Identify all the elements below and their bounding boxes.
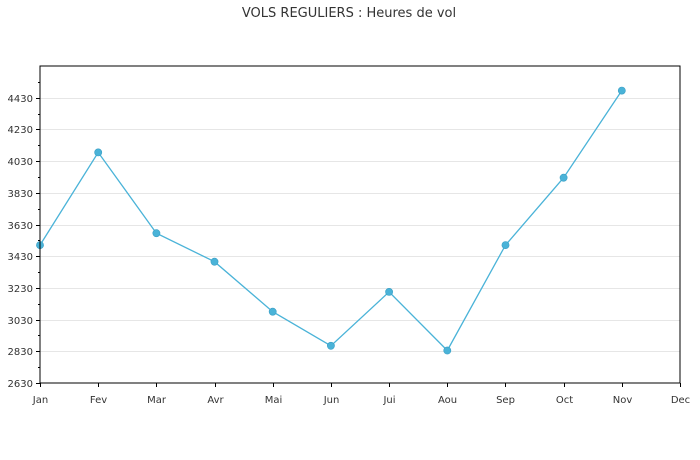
data-point[interactable]	[617, 86, 626, 95]
x-tick-label: Fev	[90, 395, 107, 406]
x-tick-label: Jui	[382, 395, 395, 406]
x-tick-label: Nov	[613, 395, 633, 406]
data-point[interactable]	[152, 229, 161, 238]
gridlines	[40, 98, 680, 352]
x-tick-label: Aou	[438, 395, 457, 406]
data-point[interactable]	[443, 346, 452, 355]
y-tick-label: 2630	[8, 379, 33, 390]
y-tick-label: 4030	[8, 157, 33, 168]
y-axis: 2630 2830 3030 3230 3430 3630 3830 4030 4230 4430	[8, 82, 40, 390]
y-tick-label: 3230	[8, 284, 33, 295]
data-point[interactable]	[501, 241, 510, 249]
x-tick-label: Mar	[147, 395, 167, 406]
series	[36, 86, 626, 355]
x-tick-label: Jun	[323, 395, 340, 406]
y-tick-label: 3430	[8, 252, 33, 263]
data-point[interactable]	[326, 341, 335, 350]
plot-area-frame	[39, 65, 681, 384]
x-axis: Jan Fev Mar Avr Mai Jun Jui Aou Sep Oct Nov Dec	[32, 383, 690, 406]
y-tick-label: 4230	[8, 125, 33, 136]
y-tick-label: 2830	[8, 347, 33, 358]
data-point[interactable]	[385, 287, 393, 296]
x-tick-label: Oct	[556, 395, 573, 406]
x-tick-label: Avr	[207, 395, 224, 406]
x-tick-label: Dec	[671, 395, 690, 406]
x-tick-label: Jan	[32, 395, 48, 406]
y-tick-label: 4430	[8, 94, 33, 105]
data-point[interactable]	[268, 307, 277, 316]
chart-title: VOLS REGULIERS : Heures de vol	[242, 6, 456, 21]
data-point[interactable]	[210, 257, 219, 266]
y-tick-label: 3830	[8, 189, 33, 200]
y-tick-label: 3630	[8, 221, 33, 232]
x-tick-label: Mai	[265, 395, 283, 406]
data-point[interactable]	[559, 173, 568, 182]
x-tick-label: Sep	[496, 395, 515, 406]
y-tick-label: 3030	[8, 316, 33, 327]
data-point[interactable]	[94, 148, 103, 157]
